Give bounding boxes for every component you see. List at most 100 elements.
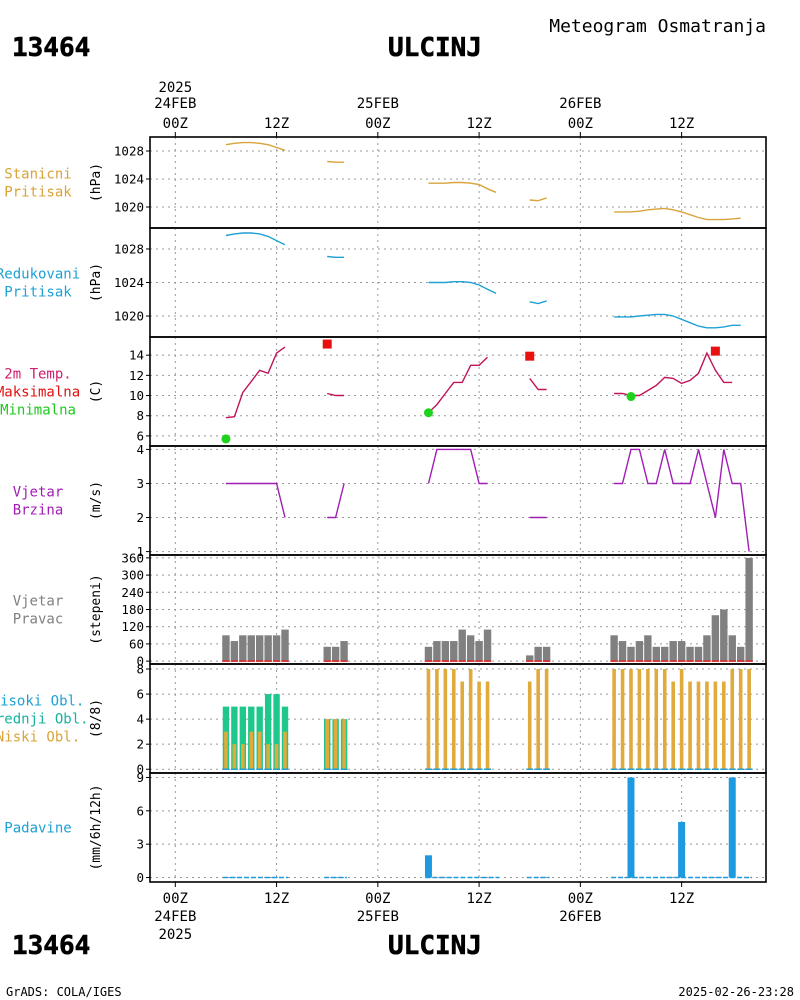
low-cloud-bar bbox=[325, 719, 330, 770]
mid-cloud-bar bbox=[239, 706, 247, 770]
direction-bar bbox=[340, 641, 348, 662]
y-tick-label: 2 bbox=[136, 737, 144, 752]
series-line bbox=[225, 141, 286, 151]
low-cloud-bar bbox=[662, 669, 667, 770]
footer: 13464 ULCINJ GrADS: COLA/IGES 2025-02-26… bbox=[6, 931, 794, 999]
panel-stanicni: 1020 1024 1028 (hPa) Stanicni Pritisak bbox=[4, 136, 767, 229]
low-cloud-bar bbox=[620, 669, 625, 770]
direction-bar bbox=[694, 646, 703, 662]
max-temp-marker bbox=[710, 346, 720, 356]
series-line bbox=[428, 281, 497, 295]
year-label: 2025 bbox=[158, 927, 192, 943]
direction-bar bbox=[483, 629, 492, 662]
direction-bar bbox=[635, 641, 644, 662]
low-cloud-bar bbox=[629, 669, 633, 770]
panel-label: Niski Obl. bbox=[0, 730, 80, 746]
station-id-top: 13464 bbox=[12, 33, 90, 63]
direction-bar bbox=[542, 646, 551, 662]
y-tick-label: 0 bbox=[136, 654, 144, 669]
hour-tick-label: 12Z bbox=[264, 116, 289, 132]
low-cloud-bar bbox=[274, 744, 279, 770]
y-tick-label: 0 bbox=[136, 762, 144, 777]
panel-label: 2m Temp. bbox=[4, 367, 71, 383]
direction-bar bbox=[652, 646, 661, 662]
max-temp-marker bbox=[525, 351, 535, 361]
direction-bar bbox=[703, 635, 711, 662]
series-line bbox=[529, 197, 547, 202]
y-tick-label: 0 bbox=[136, 870, 144, 885]
panel-oblacnost: 0 2 4 6 8 (8/8) Visoki Obl. Srednji Obl. Niski O… bbox=[0, 662, 767, 777]
panel-frame bbox=[149, 336, 767, 447]
low-cloud-bar bbox=[738, 669, 743, 770]
direction-bar bbox=[247, 635, 255, 662]
direction-bar bbox=[331, 646, 340, 662]
y-axis-label: (m/s) bbox=[89, 481, 104, 520]
series-line bbox=[529, 377, 547, 391]
hour-tick-label: 12Z bbox=[264, 891, 289, 907]
hour-tick-label: 00Z bbox=[365, 116, 390, 132]
y-axis-label: (mm/6h/12h) bbox=[89, 784, 104, 870]
mid-cloud-bar bbox=[231, 706, 238, 770]
min-temp-marker bbox=[626, 392, 636, 402]
panel-brzina: 1 2 3 4 (m/s) Vjetar Brzina bbox=[13, 442, 767, 559]
direction-bar bbox=[272, 635, 281, 662]
y-tick-label: 1 bbox=[136, 544, 144, 559]
y-axis-label: (hPa) bbox=[89, 263, 104, 302]
low-cloud-bar bbox=[232, 744, 237, 770]
y-tick-label: 60 bbox=[129, 636, 144, 651]
low-cloud-bar bbox=[612, 669, 616, 770]
hour-tick-label: 00Z bbox=[568, 116, 593, 132]
mid-cloud-bar bbox=[264, 694, 272, 770]
panel-label: Visoki Obl. bbox=[0, 694, 84, 710]
panel-label: Minimalna bbox=[0, 403, 76, 419]
low-cloud-bar bbox=[451, 669, 456, 770]
year-label: 2025 bbox=[158, 80, 192, 96]
low-cloud-bar bbox=[468, 669, 473, 770]
y-tick-label: 6 bbox=[136, 428, 144, 443]
panel-label: Redukovani bbox=[0, 267, 80, 283]
low-cloud-bar bbox=[283, 731, 287, 770]
day-label: 24FEB bbox=[154, 909, 196, 925]
low-cloud-bar bbox=[688, 681, 692, 770]
panel-label: Vjetar bbox=[13, 485, 64, 501]
low-cloud-bar bbox=[426, 669, 431, 770]
series-line bbox=[529, 300, 547, 305]
low-cloud-bar bbox=[249, 731, 254, 770]
max-temp-marker bbox=[322, 339, 332, 349]
y-tick-label: 2 bbox=[136, 510, 144, 525]
series-line bbox=[225, 482, 286, 518]
direction-bar bbox=[458, 629, 466, 662]
y-tick-label: 1024 bbox=[114, 172, 144, 187]
y-axis-label: (C) bbox=[89, 380, 104, 403]
series-line bbox=[225, 346, 286, 419]
y-tick-label: 10 bbox=[129, 388, 144, 403]
panel-label: Pritisak bbox=[4, 285, 72, 301]
y-tick-label: 360 bbox=[121, 550, 144, 565]
low-cloud-bar bbox=[485, 681, 490, 770]
precip-bar bbox=[627, 777, 635, 878]
direction-bar bbox=[323, 646, 331, 662]
hour-tick-label: 12Z bbox=[466, 891, 491, 907]
panel-frame bbox=[149, 772, 767, 883]
hour-tick-label: 12Z bbox=[669, 891, 694, 907]
direction-bar bbox=[610, 635, 618, 662]
y-tick-label: 120 bbox=[121, 619, 144, 634]
panel-label: Padavine bbox=[4, 821, 71, 837]
panel-label: Pravac bbox=[13, 612, 64, 628]
panel-label: Vjetar bbox=[13, 594, 64, 610]
direction-bar bbox=[450, 641, 458, 662]
hour-tick-label: 00Z bbox=[163, 116, 188, 132]
station-name-bottom: ULCINJ bbox=[388, 931, 482, 961]
series-line bbox=[614, 448, 750, 552]
low-cloud-bar bbox=[747, 669, 751, 770]
low-cloud-bar bbox=[443, 669, 448, 770]
low-cloud-bar bbox=[654, 669, 659, 770]
min-temp-marker bbox=[221, 434, 231, 444]
direction-bar bbox=[466, 635, 475, 662]
series-line bbox=[614, 351, 733, 397]
y-tick-label: 180 bbox=[121, 602, 144, 617]
direction-bar bbox=[441, 641, 450, 662]
series-line bbox=[327, 392, 345, 397]
y-tick-label: 1020 bbox=[114, 309, 144, 324]
